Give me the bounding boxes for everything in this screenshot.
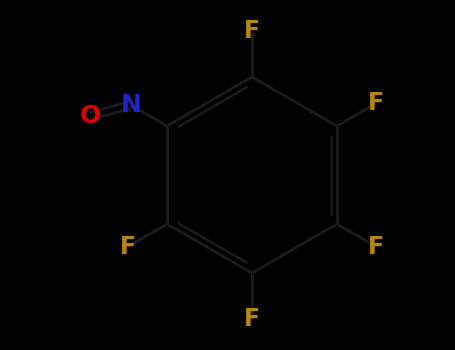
Text: N: N — [120, 93, 141, 117]
Text: F: F — [368, 91, 384, 115]
Text: F: F — [368, 235, 384, 259]
Text: F: F — [120, 235, 136, 259]
Text: F: F — [244, 20, 260, 43]
Text: O: O — [80, 104, 101, 128]
Text: F: F — [244, 307, 260, 330]
